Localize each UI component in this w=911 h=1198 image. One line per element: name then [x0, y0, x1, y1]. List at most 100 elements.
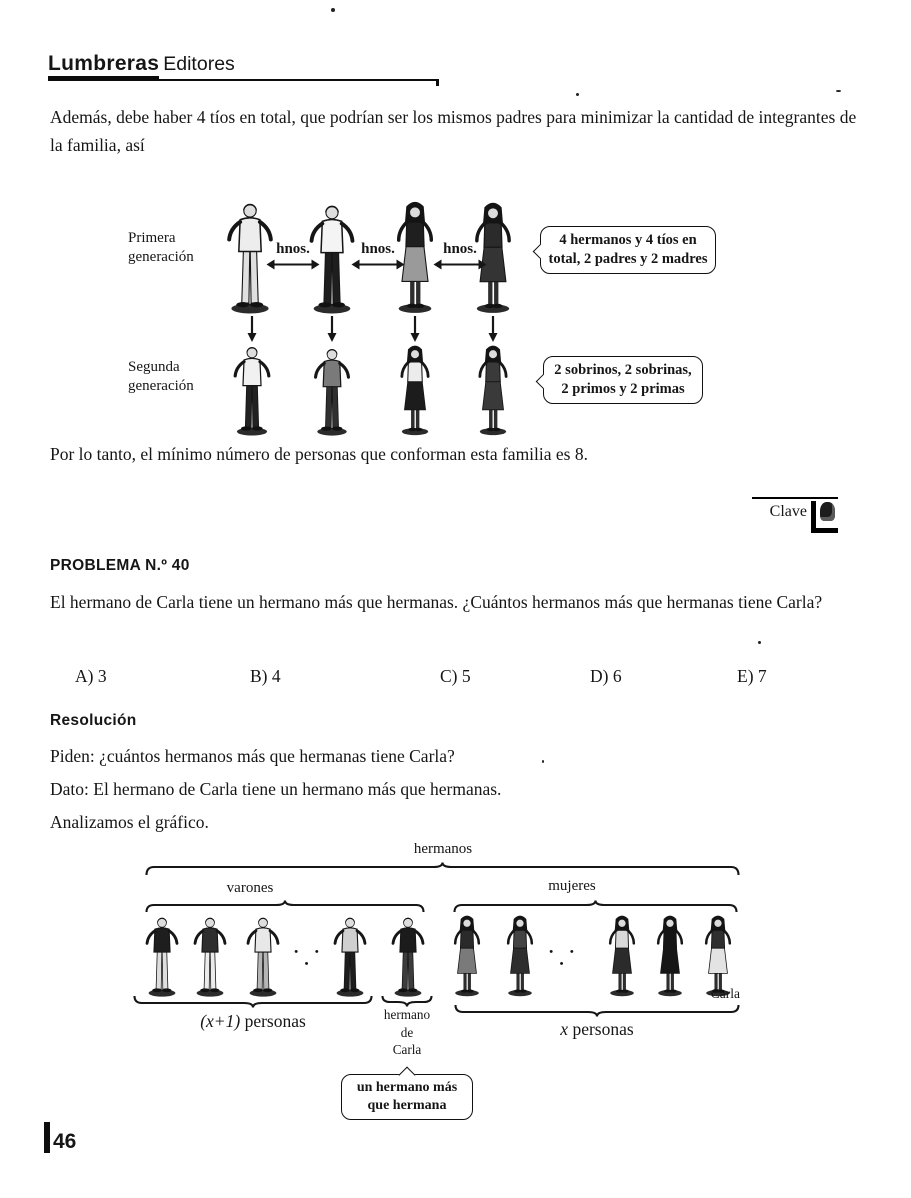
- option-letter: C): [440, 666, 458, 686]
- intro-paragraph: Además, debe haber 4 tíos en total, que …: [50, 107, 857, 155]
- person-figure-man: [193, 915, 227, 997]
- person-figure-girl: [478, 345, 508, 436]
- resolution-line-dato: Dato: El hermano de Carla tiene un herma…: [50, 779, 502, 799]
- scan-speck: [576, 93, 579, 96]
- scan-speck: [542, 760, 544, 763]
- person-figure-man: [333, 915, 367, 997]
- person-figure-woman: [608, 915, 636, 997]
- hermano-underbrace: [381, 995, 433, 1007]
- generation1-label: Primera generación: [128, 230, 194, 265]
- option-c: C) 5: [440, 666, 471, 687]
- scan-speck: [758, 641, 761, 644]
- left-count-label: (x+1) personas: [153, 1011, 353, 1032]
- page-number: 46: [44, 1122, 76, 1153]
- option-value: 3: [97, 666, 107, 686]
- option-letter: D): [590, 666, 609, 686]
- scan-speck: [836, 90, 841, 92]
- gen1-speech-bubble: 4 hermanos y 4 tíos en total, 2 padres y…: [532, 226, 716, 274]
- down-arrow-icon: [327, 316, 337, 342]
- person-figure-woman: [453, 915, 481, 997]
- double-arrow-icon: [433, 259, 487, 270]
- resolution-line-piden: Piden: ¿cuántos hermanos más que hermana…: [50, 746, 455, 766]
- siblings-label: hnos.: [276, 241, 310, 257]
- x-personas-underbrace: [454, 1004, 740, 1017]
- hermano-line: hermano: [383, 1007, 431, 1022]
- gen2-speech-bubble: 2 sobrinos, 2 sobrinas, 2 primos y 2 pri…: [535, 356, 703, 404]
- page-number-value: 46: [53, 1130, 77, 1153]
- person-figure-girl: [400, 345, 430, 436]
- gen1-bubble-text: 4 hermanos y 4 tíos en total, 2 padres y…: [548, 232, 708, 267]
- resolution-heading: Resolución: [50, 712, 137, 729]
- siblings-link: hnos.: [266, 241, 320, 275]
- option-letter: A): [75, 666, 94, 686]
- publisher-name-light: Editores: [163, 53, 235, 75]
- siblings-link: hnos.: [433, 241, 487, 275]
- person-figure-boy: [313, 347, 351, 436]
- carla-name-label: Carla: [710, 986, 740, 1001]
- person-figure-carla: [704, 915, 732, 997]
- conclusion-text: Por lo tanto, el mínimo número de person…: [50, 444, 588, 464]
- double-arrow-icon: [351, 259, 405, 270]
- carla-line: Carla: [392, 1042, 422, 1057]
- down-arrow-icon: [247, 316, 257, 342]
- bubble-tail-icon: [532, 243, 548, 260]
- siblings-label: hnos.: [443, 241, 477, 257]
- option-value: 4: [271, 666, 281, 686]
- page-number-bar: [44, 1122, 50, 1153]
- x-plus-1-underbrace: [133, 995, 373, 1008]
- hermano-de-carla-label: hermano de Carla: [367, 1006, 447, 1059]
- scan-speck: [331, 8, 335, 12]
- option-letter: B): [250, 666, 268, 686]
- mujeres-brace-label: mujeres: [548, 878, 596, 894]
- publisher-name-bold: Lumbreras: [48, 52, 160, 80]
- person-figure-hermano-de-carla: [391, 915, 425, 997]
- answer-key-frame: [811, 501, 838, 533]
- option-e: E) 7: [737, 666, 767, 687]
- varones-brace-label: varones: [226, 880, 274, 896]
- option-b: B) 4: [250, 666, 281, 687]
- answer-letter-icon: [820, 502, 835, 521]
- hermanos-brace-label: hermanos: [413, 841, 473, 857]
- option-value: 7: [757, 666, 767, 686]
- down-arrow-icon: [488, 316, 498, 342]
- mujeres-overbrace: [453, 900, 738, 913]
- option-value: 5: [461, 666, 471, 686]
- header-rule-tick: [436, 79, 439, 86]
- left-count-math: (x+1): [200, 1011, 241, 1031]
- option-value: 6: [612, 666, 622, 686]
- right-count-label: x personas: [497, 1019, 697, 1040]
- right-count-math: x: [560, 1019, 569, 1039]
- option-letter: E): [737, 666, 754, 686]
- hermano-mas-bubble: un hermano más que hermana: [341, 1066, 473, 1121]
- option-d: D) 6: [590, 666, 622, 687]
- ellipsis-dots: • • •: [549, 946, 581, 970]
- person-figure-man: [246, 915, 280, 997]
- person-figure-man: [145, 915, 179, 997]
- problem-statement: El hermano de Carla tiene un hermano más…: [50, 592, 823, 612]
- right-count-word: personas: [572, 1019, 634, 1039]
- bubble-tail-icon: [535, 373, 551, 390]
- left-count-word: personas: [244, 1011, 306, 1031]
- option-a: A) 3: [75, 666, 107, 687]
- hermanos-overbrace: [145, 862, 740, 876]
- publisher-header: Lumbreras Editores: [48, 52, 439, 86]
- siblings-label: hnos.: [361, 241, 395, 257]
- varones-overbrace: [145, 900, 425, 913]
- answer-key-box: Clave: [752, 497, 838, 533]
- person-figure-woman: [506, 915, 534, 997]
- resolution-line-analizamos: Analizamos el gráfico.: [50, 812, 209, 832]
- de-line: de: [400, 1024, 414, 1040]
- problem-heading: PROBLEMA N.º 40: [50, 557, 190, 574]
- double-arrow-icon: [266, 259, 320, 270]
- gen2-bubble-text: 2 sobrinos, 2 sobrinas, 2 primos y 2 pri…: [554, 362, 692, 397]
- hermano-mas-bubble-text: un hermano más que hermana: [356, 1080, 458, 1114]
- person-figure-boy: [233, 345, 271, 436]
- ellipsis-dots: • • •: [294, 946, 326, 970]
- options-row: A) 3 B) 4 C) 5 D) 6 E) 7: [50, 666, 868, 692]
- siblings-link: hnos.: [351, 241, 405, 275]
- answer-key-label: Clave: [769, 503, 807, 520]
- generation2-label: Segunda generación: [128, 359, 194, 394]
- person-figure-woman: [656, 915, 684, 997]
- down-arrow-icon: [410, 316, 420, 342]
